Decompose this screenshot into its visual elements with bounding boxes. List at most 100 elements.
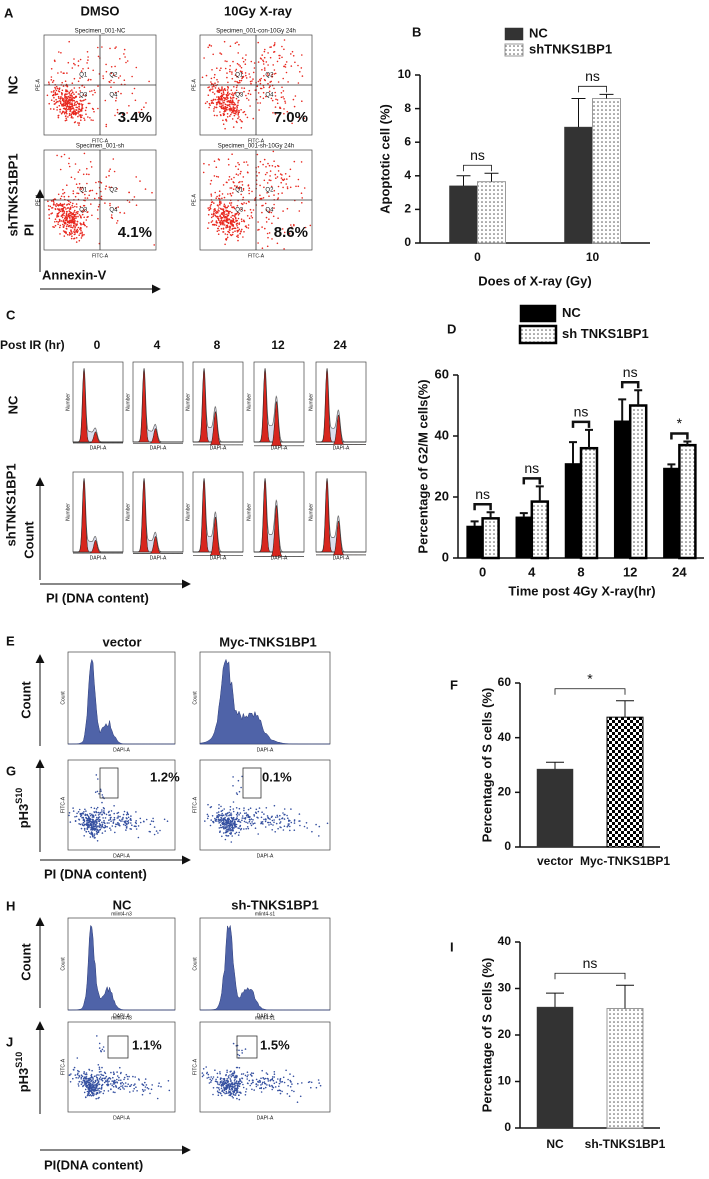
cytometry-event [218, 804, 220, 806]
cytometry-event [238, 818, 240, 821]
cytometry-event [126, 1085, 128, 1088]
cytometry-event [301, 197, 304, 199]
cytometry-event [54, 208, 57, 210]
cytometry-event [70, 1073, 72, 1075]
cytometry-event [73, 222, 76, 224]
cytometry-event [54, 224, 57, 227]
cytometry-event [95, 1097, 97, 1100]
cytometry-event [252, 1079, 254, 1082]
cytometry-event [299, 824, 301, 827]
cytometry-event [71, 220, 74, 222]
cytometry-event [234, 230, 236, 232]
cytometry-event [212, 1087, 215, 1089]
cytometry-event [220, 201, 222, 203]
cytometry-event [235, 831, 238, 834]
plot-frame [67, 917, 176, 1011]
panel-letter: C [6, 307, 16, 322]
cytometry-event [267, 817, 269, 819]
cytometry-event [239, 812, 242, 814]
cytometry-event [110, 216, 113, 219]
cytometry-event [89, 1083, 92, 1085]
cytometry-event [229, 68, 231, 71]
cytometry-event [117, 90, 120, 93]
cytometry-event [135, 811, 137, 813]
cytometry-event [66, 102, 68, 105]
cytometry-event [72, 202, 74, 205]
cytometry-event [113, 812, 115, 815]
cytometry-event [91, 825, 93, 828]
cytometry-event [284, 173, 287, 175]
cytometry-event [62, 192, 64, 195]
cytometry-event [96, 1092, 98, 1094]
cytometry-event [227, 100, 229, 102]
plot-frame [199, 759, 331, 851]
cytometry-event [223, 822, 226, 825]
cytometry-event [97, 55, 100, 58]
error-bar [569, 441, 577, 464]
plot-axis-label: DAPI-A [257, 1013, 274, 1019]
cytometry-event [201, 1075, 204, 1078]
cytometry-event [241, 184, 244, 186]
cytometry-event [88, 1092, 90, 1094]
cytometry-event [226, 821, 228, 823]
cytometry-event [76, 100, 78, 103]
cytometry-event [108, 819, 110, 821]
cytometry-event [232, 1097, 234, 1099]
cytometry-event [292, 98, 295, 101]
cytometry-event [218, 229, 220, 232]
cytometry-event [253, 815, 256, 817]
cytometry-event [67, 95, 70, 98]
cytometry-event [70, 116, 73, 119]
cytometry-event [237, 1085, 240, 1087]
cytometry-event [219, 103, 221, 105]
cytometry-event [122, 816, 124, 819]
cytometry-event [211, 101, 213, 103]
cytometry-event [133, 196, 136, 198]
cytometry-event [56, 87, 59, 90]
error-bar [634, 389, 643, 406]
x-axis-label: Does of X-ray (Gy) [478, 273, 591, 288]
cytometry-event [215, 818, 218, 821]
cytometry-event [91, 835, 94, 837]
cytometry-event [211, 88, 214, 90]
cytometry-event [86, 167, 88, 170]
significance-bracket [578, 85, 607, 93]
cytometry-event [91, 1083, 94, 1086]
cytometry-event [231, 112, 233, 114]
significance-bracket [571, 420, 591, 428]
cytometry-event [213, 223, 215, 226]
cytometry-event [227, 820, 230, 822]
cytometry-event [54, 86, 56, 89]
cytometry-event [252, 78, 254, 80]
cytometry-event [213, 85, 215, 88]
bar [530, 500, 550, 560]
cytometry-event [50, 76, 53, 78]
cytometry-event [101, 1074, 103, 1076]
cytometry-event [234, 213, 237, 215]
cytometry-event [266, 73, 269, 75]
cytometry-event [247, 827, 250, 830]
cytometry-event [157, 1085, 160, 1087]
significance-label: ns [585, 68, 600, 84]
cytometry-event [92, 119, 94, 122]
cytometry-event [241, 1077, 243, 1079]
cytometry-event [216, 67, 218, 69]
cytometry-event [261, 1081, 264, 1084]
cytometry-event [232, 109, 235, 112]
cytometry-event [110, 66, 113, 68]
cytometry-event [80, 1076, 83, 1079]
cytometry-event [98, 829, 100, 832]
cytometry-event [102, 75, 104, 77]
cytometry-event [112, 158, 115, 160]
cytometry-event [78, 87, 81, 89]
cytometry-event [250, 82, 252, 85]
cytometry-event [277, 185, 280, 188]
cytometry-event [87, 1093, 89, 1095]
cytometry-event [214, 87, 217, 89]
cytometry-event [245, 1091, 247, 1093]
cytometry-event [248, 201, 250, 203]
cytometry-event [300, 192, 303, 194]
cytometry-event [147, 1088, 150, 1090]
cytometry-event [140, 108, 143, 111]
cytometry-event [242, 111, 244, 114]
